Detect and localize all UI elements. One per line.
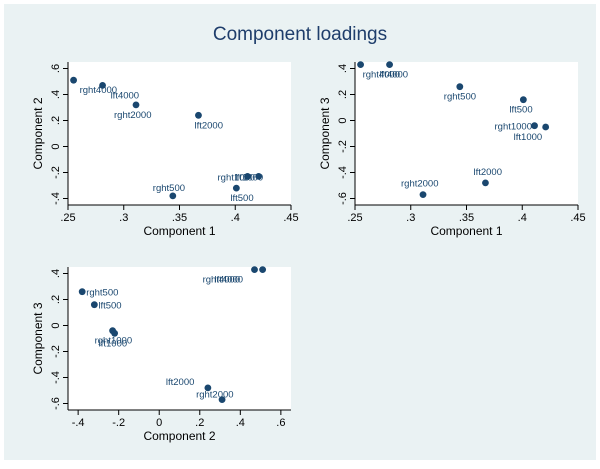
point-label-lft500: lft500	[98, 301, 121, 312]
point-label-lft500: lft500	[230, 193, 253, 204]
y-tick-label: .4	[50, 90, 62, 99]
y-tick-label: 0	[50, 143, 62, 149]
x-tick-label: .2	[195, 417, 204, 429]
x-tick-label: .3	[119, 212, 128, 224]
y-tick-label: .6	[50, 64, 62, 73]
point-label-rght2000: rght2000	[196, 390, 234, 401]
data-point-rght500	[456, 83, 464, 91]
data-point-rght500	[78, 288, 86, 296]
data-point-lft1000	[111, 329, 119, 337]
y-tick-label: .4	[50, 269, 62, 278]
y-tick-label: -.2	[337, 140, 349, 153]
panel-2: .25 .3 .35 .4 .45 -.6 -.4 -.2 0 .2 .4 Component 1 Co…	[318, 61, 586, 238]
y-axis-title: Component 3	[31, 302, 45, 374]
x-axis-title: Component 1	[430, 224, 502, 238]
x-axis-title: Component 2	[143, 429, 215, 443]
x-tick-label: .4	[518, 212, 527, 224]
point-label-rght500: rght500	[444, 92, 476, 103]
data-point-rght2000	[419, 191, 427, 199]
x-tick-label: .35	[459, 212, 474, 224]
y-tick-label: -.4	[337, 166, 349, 179]
point-label-rght4000: rght4000	[363, 70, 401, 81]
data-point-rght4000	[259, 266, 267, 273]
point-label-lft500: lft500	[509, 105, 532, 116]
x-tick-label: .25	[347, 212, 362, 224]
point-label-rght500: rght500	[86, 288, 118, 299]
chart-title: Component loadings	[213, 24, 387, 45]
point-label-lft2000: lft2000	[194, 120, 223, 131]
x-tick-label: .4	[231, 212, 240, 224]
point-label-lft2000: lft2000	[473, 167, 502, 178]
data-point-rght4000	[357, 61, 364, 68]
data-point-lft500	[90, 301, 98, 309]
y-tick-label: 0	[50, 322, 62, 328]
y-tick-label: -.6	[50, 397, 62, 410]
x-tick-label: .25	[60, 212, 75, 224]
point-label-rght4000: rght4000	[203, 275, 241, 286]
y-tick-label: -.6	[337, 192, 349, 205]
data-point-rght4000	[70, 76, 77, 84]
x-tick-label: 0	[156, 417, 162, 429]
data-point-lft4000	[386, 61, 393, 68]
y-tick-label: .2	[50, 116, 62, 125]
data-point-rght1000	[531, 122, 538, 130]
panels: .25 .3 .35 .4 .45 -.4 -.2 0 .2 .4 .6 Component 1 Com…	[31, 61, 586, 443]
y-axis-title: Component 3	[318, 97, 332, 169]
point-label-rght4000: rght4000	[80, 85, 118, 96]
x-tick-label: .45	[570, 212, 585, 224]
plot-area	[68, 267, 291, 410]
y-tick-label: -.4	[50, 192, 62, 205]
x-tick-label: .3	[406, 212, 415, 224]
data-point-lft2000	[482, 179, 489, 187]
data-point-lft4000	[99, 82, 106, 89]
data-point-lft1000	[255, 173, 263, 180]
point-label-lft4000: lft4000	[111, 90, 140, 101]
point-label-lft4000: lft4000	[215, 275, 244, 286]
panel-1: .25 .3 .35 .4 .45 -.4 -.2 0 .2 .4 .6 Component 1 Com…	[31, 62, 299, 238]
data-point-rght2000	[132, 101, 140, 109]
point-label-rght1000: rght1000	[95, 336, 133, 347]
x-tick-label: .6	[276, 417, 285, 429]
point-label-lft1000: lft1000	[235, 172, 264, 183]
data-point-lft2000	[195, 111, 202, 119]
panel-3: -.4 -.2 0 .2 .4 .6 -.6 -.4 -.2 0 .2 .4 Component 2 Co…	[31, 266, 291, 443]
plot-area	[355, 62, 578, 205]
data-point-lft500	[519, 96, 527, 104]
x-tick-label: .4	[236, 417, 245, 429]
data-point-lft4000	[251, 266, 258, 273]
y-tick-label: -.2	[50, 166, 62, 179]
x-tick-label: -.2	[112, 417, 125, 429]
data-point-rght500	[169, 192, 177, 200]
y-axis-title: Component 2	[31, 97, 45, 169]
y-tick-label: .2	[50, 295, 62, 304]
x-tick-label: -.4	[72, 417, 85, 429]
x-tick-label: .45	[283, 212, 298, 224]
point-label-lft4000: lft4000	[380, 70, 409, 81]
point-label-lft1000: lft1000	[99, 338, 128, 349]
point-label-lft1000: lft1000	[514, 132, 543, 143]
data-point-lft2000	[204, 384, 212, 392]
y-tick-label: 0	[337, 117, 349, 123]
point-label-rght2000: rght2000	[401, 179, 439, 190]
point-label-rght1000: rght1000	[218, 172, 256, 183]
point-label-rght500: rght500	[153, 183, 185, 194]
point-label-lft2000: lft2000	[166, 377, 195, 388]
y-tick-label: -.4	[50, 371, 62, 384]
data-point-rght1000	[244, 173, 251, 180]
point-label-rght1000: rght1000	[495, 122, 533, 133]
point-label-rght2000: rght2000	[114, 110, 152, 121]
data-point-lft500	[232, 184, 240, 192]
data-point-lft1000	[542, 123, 550, 131]
data-point-rght2000	[218, 396, 226, 403]
y-tick-label: .4	[337, 64, 349, 73]
x-axis-title: Component 1	[143, 224, 215, 238]
y-tick-label: .2	[337, 90, 349, 99]
x-tick-label: .35	[172, 212, 187, 224]
y-tick-label: -.2	[50, 345, 62, 358]
